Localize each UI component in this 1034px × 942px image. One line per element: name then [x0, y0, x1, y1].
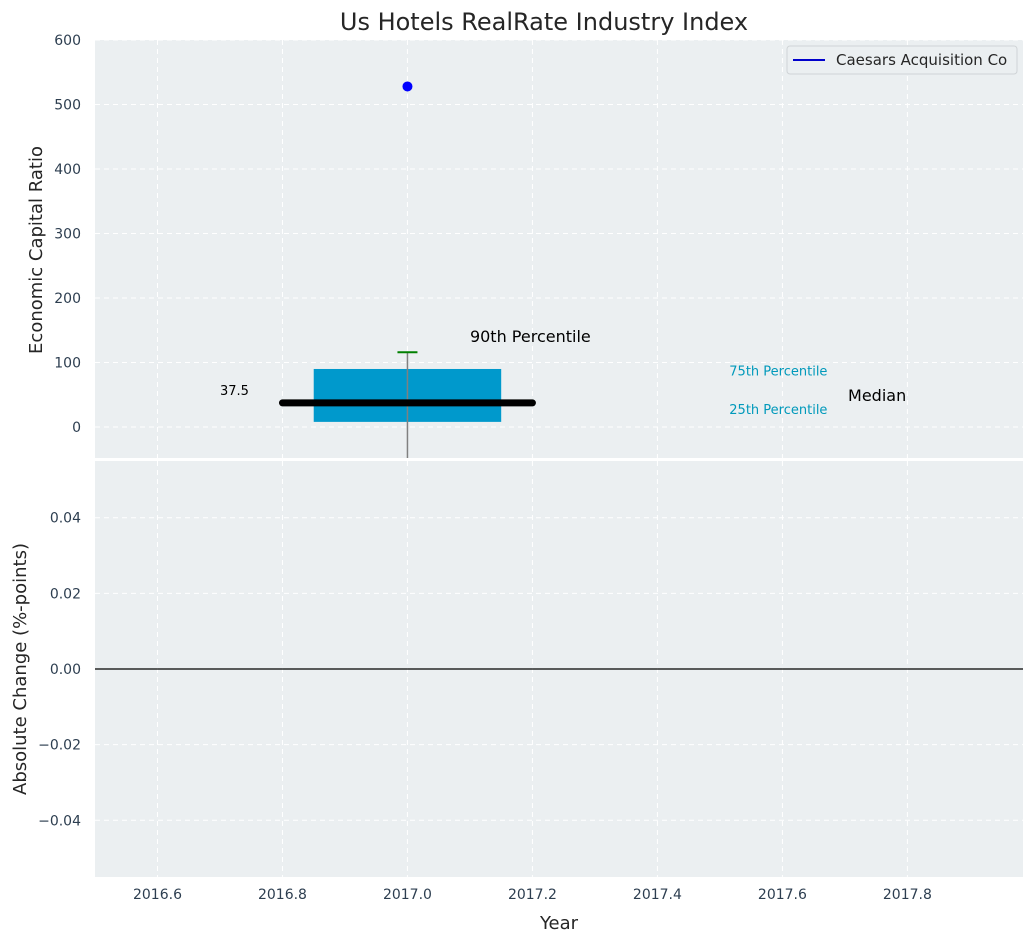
top-gridlines	[95, 39, 1023, 458]
bottom-y-axis-label: Absolute Change (%-points)	[10, 543, 31, 795]
x-tick-label: 2016.6	[133, 887, 182, 903]
legend: Caesars Acquisition Co	[786, 45, 1018, 75]
x-ticks: 2016.6 2016.8 2017.0 2017.2 2017.4 2017.6 2017…	[133, 887, 932, 903]
company-point	[402, 81, 413, 92]
bottom-y-tick-label: 0.00	[50, 662, 81, 678]
top-panel-background	[95, 40, 1023, 458]
top-y-tick-label: 0	[72, 420, 81, 436]
bottom-y-tick-label: 0.02	[50, 586, 81, 602]
bottom-y-tick-label: 0.04	[50, 511, 81, 527]
median-label: Median	[848, 386, 906, 405]
top-y-tick-label: 600	[54, 33, 81, 49]
bottom-y-tick-label: −0.02	[38, 738, 81, 754]
x-tick-label: 2017.0	[383, 887, 432, 903]
legend-entry-caesars: Caesars Acquisition Co	[836, 51, 1007, 69]
median-value-label: 37.5	[220, 384, 249, 399]
x-axis-label: Year	[539, 913, 579, 934]
legend-frame	[786, 45, 1018, 75]
p90-label: 90th Percentile	[470, 327, 591, 346]
bottom-panel: 0.04 0.02 0.00 −0.02 −0.04 2016.6 2016.8 2017.…	[10, 461, 1023, 934]
p25-label: 25th Percentile	[729, 403, 827, 418]
top-y-tick-label: 500	[54, 98, 81, 114]
x-tick-label: 2017.8	[883, 887, 932, 903]
chart-title: Us Hotels RealRate Industry Index	[340, 8, 748, 36]
top-y-tick-label: 400	[54, 162, 81, 178]
top-panel: 0 100 200 300 400 500 600 37.5 90th Percentile 7…	[26, 33, 1023, 458]
top-y-tick-label: 200	[54, 291, 81, 307]
x-tick-label: 2016.8	[258, 887, 307, 903]
top-marks: 37.5 90th Percentile 75th Percentile 25th P…	[220, 81, 906, 458]
top-y-ticks: 0 100 200 300 400 500 600	[54, 33, 81, 436]
bottom-y-tick-label: −0.04	[38, 813, 81, 829]
x-tick-label: 2017.2	[508, 887, 557, 903]
p75-label: 75th Percentile	[729, 364, 827, 379]
top-y-axis-label: Economic Capital Ratio	[26, 146, 47, 354]
x-tick-label: 2017.6	[758, 887, 807, 903]
x-tick-label: 2017.4	[633, 887, 682, 903]
top-y-tick-label: 100	[54, 356, 81, 372]
top-y-tick-label: 300	[54, 227, 81, 243]
bottom-y-ticks: 0.04 0.02 0.00 −0.02 −0.04	[38, 511, 81, 830]
